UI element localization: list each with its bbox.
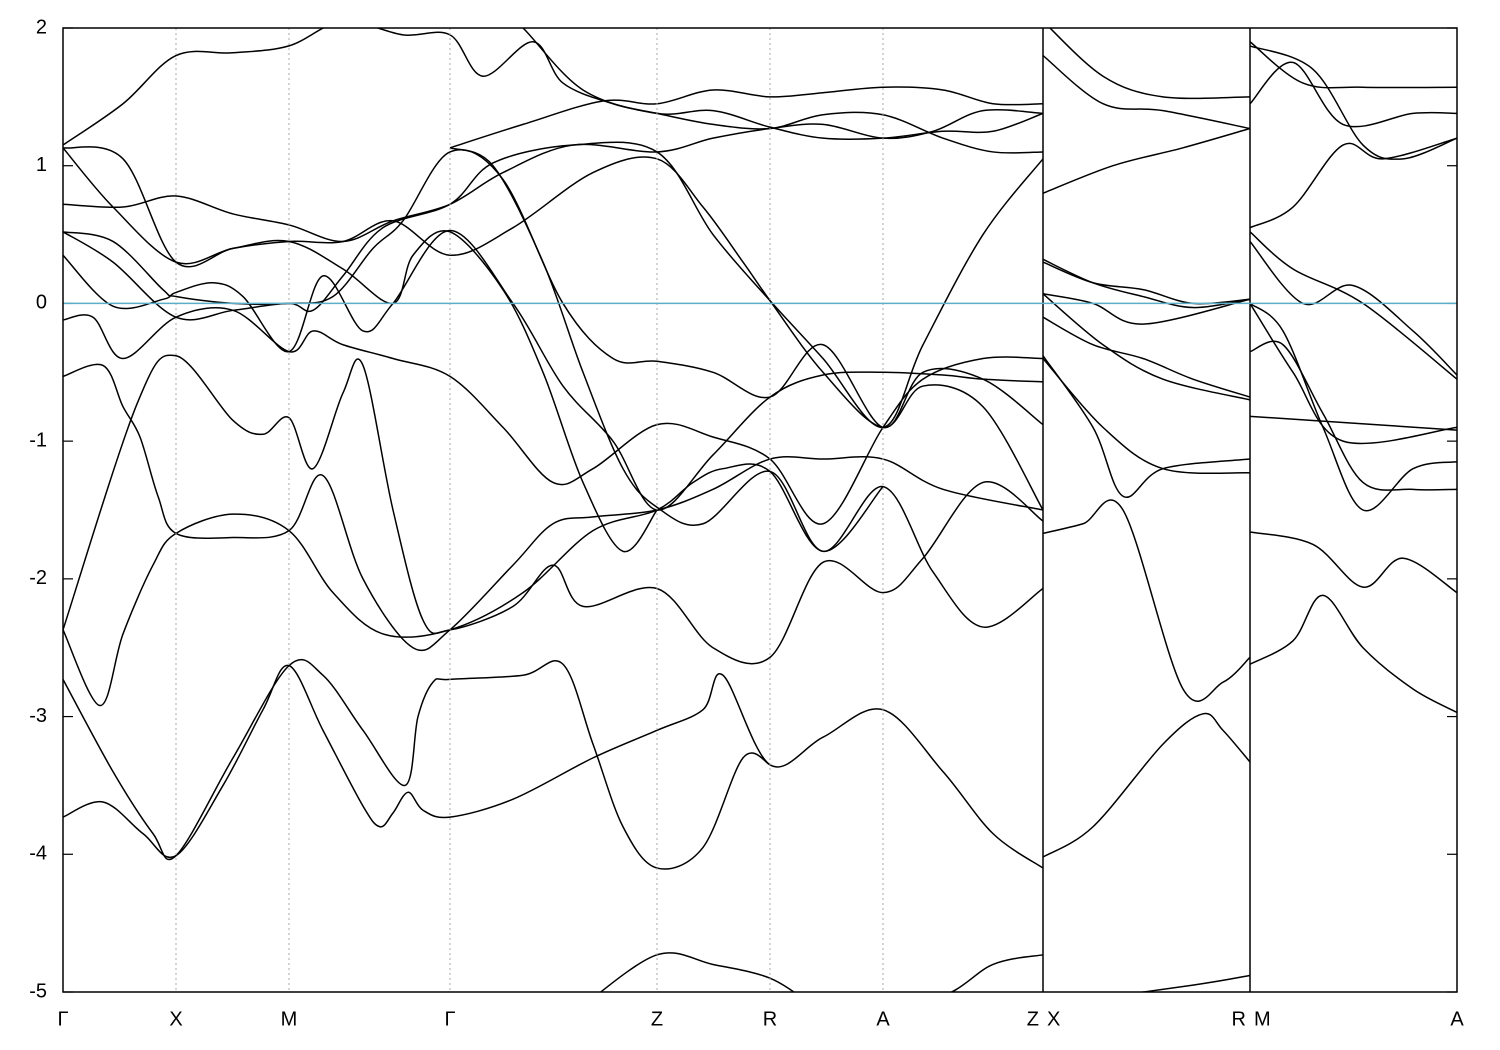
band-line: [63, 659, 771, 870]
band-line: [449, 28, 1457, 149]
x-tick-label: R: [1232, 1008, 1246, 1030]
band-line: [521, 28, 1044, 141]
x-tick-label: R: [763, 1008, 777, 1030]
band-line: [63, 146, 1457, 511]
y-tick-label: -5: [29, 980, 47, 1002]
band-line: [63, 137, 1457, 429]
x-tick-label: M: [281, 1008, 298, 1030]
band-line: [63, 28, 1457, 161]
x-tick-label: A: [876, 1008, 890, 1030]
y-tick-label: 1: [36, 154, 47, 176]
band-line: [599, 952, 1251, 992]
y-tick-label: 2: [36, 16, 47, 38]
y-tick-label: 0: [36, 292, 47, 314]
y-tick-label: -1: [29, 429, 47, 451]
x-tick-label: Z: [1027, 1008, 1039, 1030]
y-tick-label: -2: [29, 567, 47, 589]
band-line: [63, 594, 1457, 869]
x-tick-label: Z: [651, 1008, 663, 1030]
x-tick-label: Γ: [444, 1008, 455, 1030]
band-line: [63, 41, 1457, 243]
y-tick-label: -3: [29, 705, 47, 727]
band-line: [63, 302, 1457, 525]
x-tick-label: M: [1254, 1008, 1271, 1030]
band-line: [63, 463, 1457, 707]
x-tick-label: Γ: [57, 1008, 68, 1030]
x-tick-label: A: [1450, 1008, 1464, 1030]
plot-frame: [62, 27, 1458, 993]
x-tick-label: X: [169, 1008, 182, 1030]
band-line: [63, 229, 1457, 511]
band-line: [63, 354, 1457, 665]
y-tick-label: -4: [29, 843, 47, 865]
bands: [63, 28, 1457, 992]
band-line: [63, 147, 658, 553]
band-line: [449, 147, 884, 553]
band-line: [63, 340, 1457, 652]
x-tick-label: X: [1047, 1008, 1060, 1030]
